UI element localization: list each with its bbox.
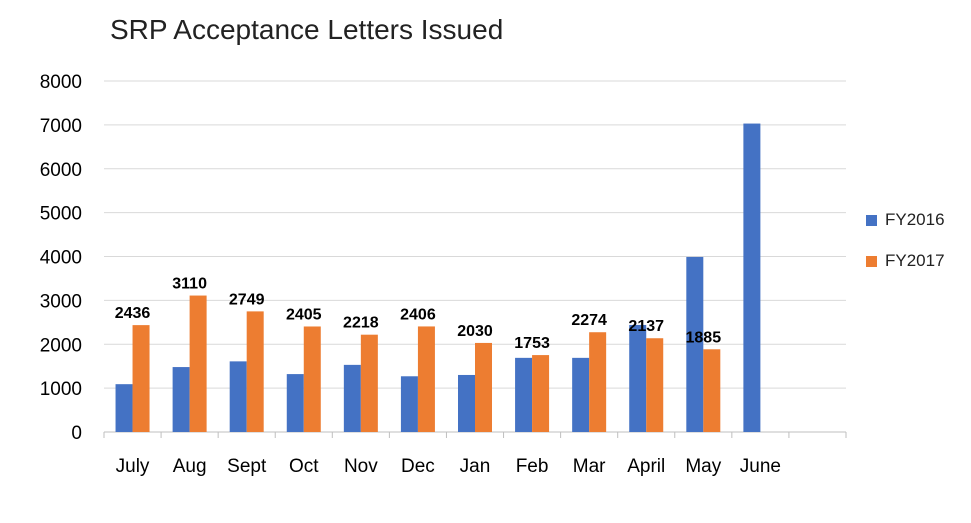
data-label: 2405 — [286, 306, 322, 323]
legend-item-fy2017: FY2017 — [866, 251, 945, 271]
x-category-label: Nov — [344, 456, 378, 477]
data-label: 1753 — [514, 335, 550, 352]
bar-fy2016 — [629, 324, 647, 432]
bar-fy2016 — [229, 361, 247, 432]
chart-title: SRP Acceptance Letters Issued — [110, 14, 504, 45]
x-category-label: May — [685, 456, 721, 477]
bar-fy2016 — [743, 123, 761, 432]
bar-fy2017 — [246, 311, 264, 432]
bar-fy2017 — [646, 338, 664, 432]
x-category-label: April — [627, 456, 665, 477]
x-category-label: Feb — [516, 456, 549, 477]
y-tick-label: 0 — [71, 423, 82, 444]
bar-fy2016 — [115, 384, 133, 432]
data-label: 2406 — [400, 306, 436, 323]
data-label: 2749 — [229, 291, 265, 308]
bar-fy2016 — [515, 357, 533, 432]
legend-label-fy2017: FY2017 — [885, 251, 945, 270]
bars — [115, 123, 761, 432]
x-category-label: Mar — [573, 456, 606, 477]
legend-swatch-fy2016 — [866, 214, 877, 226]
x-category-label: Jan — [460, 456, 491, 477]
y-tick-label: 3000 — [40, 291, 82, 312]
bar-fy2016 — [458, 374, 475, 432]
bar-fy2016 — [286, 374, 304, 432]
bar-fy2016 — [172, 367, 190, 432]
legend-swatch-fy2017 — [866, 255, 877, 267]
bar-fy2017 — [303, 326, 321, 432]
x-category-label: Sept — [227, 456, 267, 477]
y-tick-label: 5000 — [40, 204, 82, 225]
data-label: 2030 — [457, 323, 493, 340]
y-tick-label: 8000 — [40, 72, 82, 93]
data-label: 1885 — [686, 329, 722, 346]
bar-fy2017 — [703, 349, 721, 432]
bar-fy2017 — [417, 326, 435, 432]
bar-fy2016 — [572, 357, 590, 432]
bar-fy2017 — [589, 332, 607, 432]
data-label: 2218 — [343, 315, 379, 332]
bar-fy2016 — [686, 256, 704, 432]
x-category-label: Oct — [289, 456, 319, 477]
data-label: 2274 — [571, 312, 607, 329]
y-tick-label: 6000 — [40, 160, 82, 181]
y-axis-ticks: 0 1000 2000 3000 4000 5000 6000 7000 8000 — [40, 72, 82, 444]
bar-fy2017 — [475, 342, 492, 432]
y-tick-label: 4000 — [40, 248, 82, 269]
data-label: 3110 — [172, 276, 207, 293]
legend-item-fy2016: FY2016 — [866, 210, 945, 230]
y-tick-label: 1000 — [40, 379, 82, 400]
x-category-label: Dec — [401, 456, 435, 477]
data-label: 2137 — [628, 318, 664, 335]
bar-fy2017 — [532, 355, 550, 432]
bar-fy2017 — [189, 295, 207, 432]
x-category-label: Aug — [173, 456, 207, 477]
bar-fy2016 — [400, 376, 418, 432]
x-axis: July Aug Sept Oct Nov Dec Jan Feb Mar April May Jun… — [103, 432, 847, 477]
x-category-label: July — [116, 456, 150, 477]
data-labels: 2436 3110 2749 2405 2218 2406 2030 1753 2274 2137… — [115, 276, 721, 353]
x-category-label: June — [740, 456, 781, 477]
bar-fy2017 — [360, 334, 378, 432]
y-tick-label: 2000 — [40, 335, 82, 356]
bar-fy2017 — [132, 325, 150, 432]
legend-label-fy2016: FY2016 — [885, 210, 945, 229]
data-label: 2436 — [115, 305, 151, 322]
y-tick-label: 7000 — [40, 116, 82, 137]
bar-fy2016 — [343, 364, 361, 432]
